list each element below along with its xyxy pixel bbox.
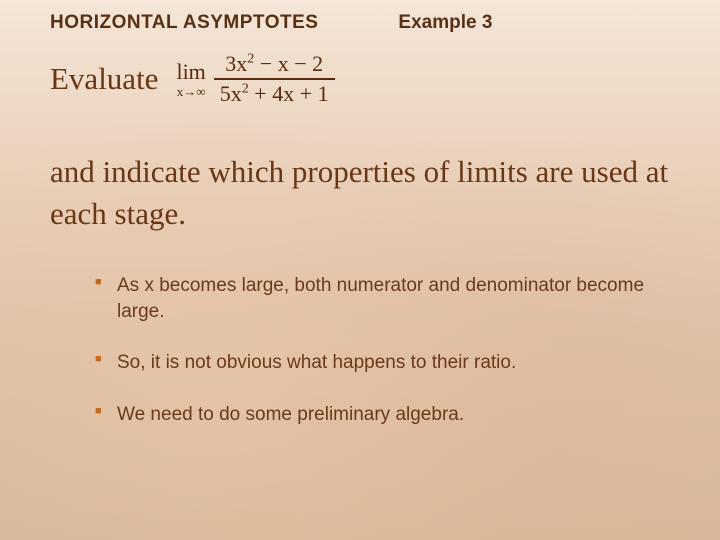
fraction: 3x2 − x − 2 5x2 + 4x + 1 bbox=[214, 52, 335, 106]
limit-operator: lim x→∞ bbox=[176, 61, 205, 98]
bullet-item: So, it is not obvious what happens to th… bbox=[95, 350, 670, 376]
lim-sub: x→∞ bbox=[177, 85, 206, 98]
fraction-numerator: 3x2 − x − 2 bbox=[219, 52, 329, 78]
limit-expression: lim x→∞ 3x2 − x − 2 5x2 + 4x + 1 bbox=[176, 52, 334, 106]
slide-title: HORIZONTAL ASYMPTOTES bbox=[50, 12, 318, 34]
bullet-list: As x becomes large, both numerator and d… bbox=[50, 273, 670, 428]
body-text: and indicate which properties of limits … bbox=[50, 151, 670, 235]
lim-word: lim bbox=[176, 61, 205, 83]
example-label: Example 3 bbox=[398, 12, 492, 34]
fraction-denominator: 5x2 + 4x + 1 bbox=[214, 80, 335, 106]
slide-header: HORIZONTAL ASYMPTOTES Example 3 bbox=[0, 0, 720, 42]
evaluate-label: Evaluate bbox=[50, 61, 158, 97]
bullet-item: We need to do some preliminary algebra. bbox=[95, 402, 670, 428]
slide-content: Evaluate lim x→∞ 3x2 − x − 2 5x2 + 4x + … bbox=[0, 52, 720, 428]
bullet-item: As x becomes large, both numerator and d… bbox=[95, 273, 670, 324]
evaluate-row: Evaluate lim x→∞ 3x2 − x − 2 5x2 + 4x + … bbox=[50, 52, 670, 106]
